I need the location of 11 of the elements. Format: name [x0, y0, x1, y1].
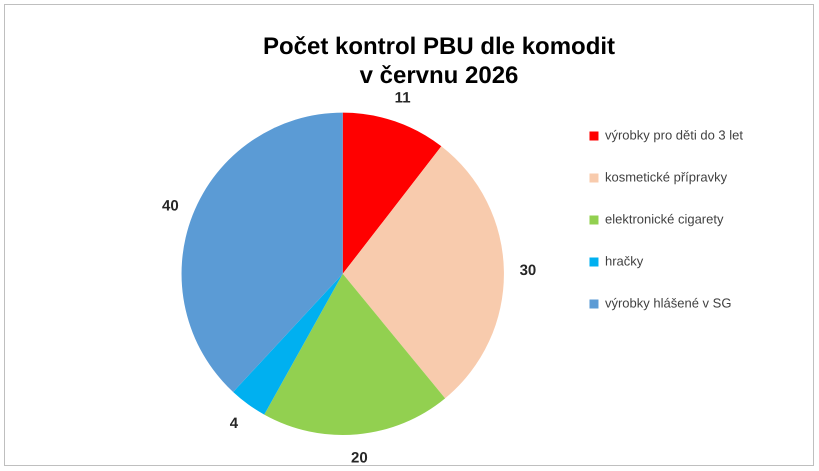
- legend-label: hračky: [604, 254, 644, 269]
- data-label: 4: [230, 414, 239, 432]
- legend-label: výrobky hlášené v SG: [604, 296, 732, 311]
- data-label: 20: [351, 449, 368, 466]
- data-label: 30: [520, 262, 536, 280]
- data-label: 40: [162, 197, 179, 214]
- legend-label: elektronické cigarety: [604, 212, 724, 227]
- chart-title: Počet kontrol PBU dle komodit v červnu 2026: [262, 33, 616, 89]
- data-label: 11: [394, 90, 411, 107]
- legend-label: výrobky pro děti do 3 let: [604, 128, 744, 143]
- legend-label: kosmetické přípravky: [604, 170, 728, 185]
